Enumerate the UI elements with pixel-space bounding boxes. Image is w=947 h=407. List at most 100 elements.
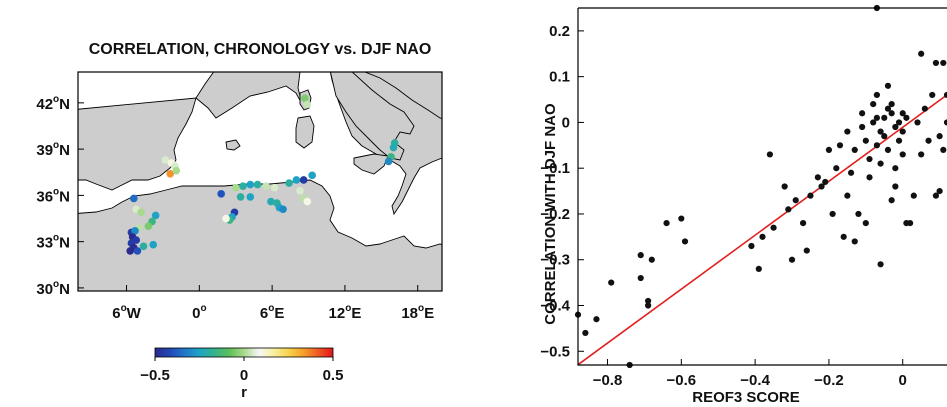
scatter-point [918, 151, 925, 158]
scatter-point [903, 114, 910, 121]
scatter-point [932, 192, 940, 199]
map-sites [126, 94, 399, 255]
scatter-point [814, 174, 821, 181]
scatter-point [844, 128, 851, 135]
lat-tick-label: 36oN [36, 186, 70, 205]
scatter-point [847, 169, 855, 176]
scatter-point [914, 119, 921, 126]
scatter-point [755, 265, 762, 272]
site-dot [231, 183, 240, 192]
site-dot [253, 180, 262, 189]
scatter-point [637, 252, 644, 259]
colorbar-tick-label: 0 [240, 367, 248, 384]
site-dot [246, 193, 255, 201]
lat-tick-label: 39oN [36, 140, 70, 159]
scatter-point [663, 220, 670, 227]
site-dot [292, 176, 301, 184]
scatter-point [943, 119, 947, 126]
scatter-point [840, 233, 847, 240]
scatter-point [822, 178, 829, 186]
map-title: CORRELATION, CHRONOLOGY vs. DJF NAO [89, 41, 432, 58]
scatter-xlabel: REOF3 SCORE [692, 389, 800, 406]
scatter-point [936, 133, 943, 140]
lon-tick-label: 18oE [401, 303, 434, 322]
scatter-point [807, 192, 814, 199]
land-balkans [363, 72, 442, 119]
lat-tick-label: 33oN [36, 233, 70, 252]
x-tick-label: −0.2 [814, 372, 844, 389]
scatter-point [910, 192, 917, 199]
x-tick-label: −0.6 [667, 372, 697, 389]
site-dot [384, 157, 393, 166]
scatter-point [803, 247, 810, 254]
scatter-point [748, 242, 755, 250]
map-land [78, 72, 442, 291]
land-sardinia [295, 115, 315, 149]
scatter-point [851, 238, 858, 245]
map-panel: CORRELATION, CHRONOLOGY vs. DJF NAO [36, 41, 443, 401]
site-dot [296, 186, 304, 195]
scatter-point [881, 133, 888, 140]
scatter-point [678, 215, 685, 222]
scatter-point [899, 110, 906, 117]
scatter-point [844, 192, 851, 199]
site-dot [222, 214, 230, 223]
scatter-point [929, 91, 936, 99]
scatter-point [833, 165, 840, 172]
scatter-point [866, 174, 873, 181]
scatter-point [785, 206, 792, 213]
site-dot [299, 176, 308, 184]
site-dot [161, 156, 170, 164]
site-dot [236, 193, 245, 201]
lon-tick-label: 6oW [112, 303, 141, 322]
site-dot [217, 190, 225, 198]
fit-line [577, 94, 947, 366]
scatter-point [881, 114, 888, 121]
site-dot [303, 100, 312, 109]
scatter-point [932, 59, 940, 67]
scatter-point [582, 329, 589, 337]
scatter-point [877, 128, 884, 135]
scatter-point [873, 142, 880, 149]
scatter-point [637, 274, 644, 282]
scatter-fit-layer [577, 94, 947, 366]
site-dot [130, 194, 138, 203]
scatter-point [895, 137, 903, 144]
scatter-point [792, 197, 799, 204]
y-tick-label: 0.2 [549, 23, 570, 40]
y-tick-label: −0.1 [540, 160, 570, 177]
colorbar-tick-label: 0.5 [323, 367, 344, 384]
colorbar-tick-label: −0.5 [140, 367, 170, 384]
y-tick-label: 0.1 [549, 69, 570, 86]
scatter-point [648, 256, 655, 263]
scatter-point [884, 146, 892, 153]
scatter-point [759, 233, 766, 240]
scatter-point [859, 110, 866, 117]
scatter-point [766, 151, 773, 158]
y-tick-label: −0.4 [540, 298, 570, 315]
scatter-ticks: −0.8 −0.6 −0.4 −0.2 0 0.2 0.1 0 −0.1 −0.2 −0.3 −0.4… [540, 23, 907, 389]
colorbar: −0.5 0 0.5 r [140, 347, 344, 401]
scatter-axes [577, 8, 947, 366]
site-dot [151, 211, 160, 220]
scatter-point [851, 146, 858, 153]
scatter-point [870, 119, 877, 126]
x-tick-label: −0.8 [593, 372, 623, 389]
site-dot [137, 208, 145, 217]
scatter-point [829, 210, 836, 218]
site-dot [279, 205, 287, 214]
scatter-point [873, 114, 880, 121]
scatter-point [907, 220, 914, 227]
scatter-points [574, 4, 947, 369]
scatter-panel: CORRELATION WITH DJF NAO REOF3 SCORE −0.… [540, 4, 947, 406]
scatter-point [818, 183, 825, 190]
site-dot [285, 179, 293, 187]
map-ticks: 42oN 39oN 36oN 33oN 30oN 6oW 0o 6oE 12oE 18oE [36, 94, 434, 322]
site-dot [308, 171, 316, 180]
scatter-point [788, 256, 796, 263]
site-dot [126, 247, 134, 255]
scatter-point [884, 82, 892, 89]
scatter-point [899, 128, 906, 135]
colorbar-label: r [241, 384, 247, 401]
